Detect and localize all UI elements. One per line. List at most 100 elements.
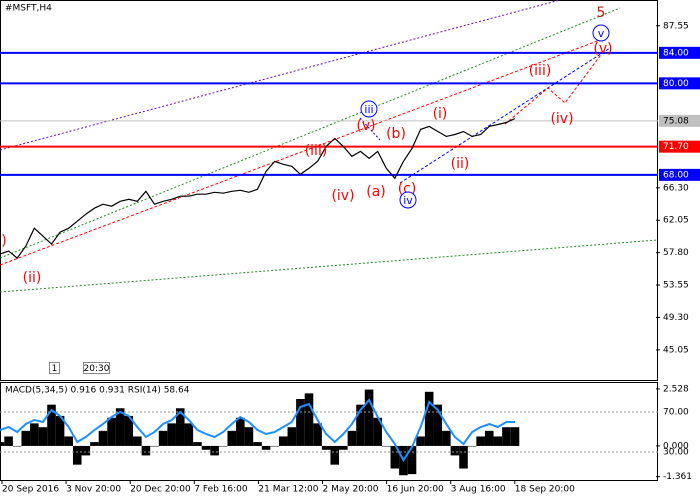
macd-bar: [64, 436, 73, 446]
macd-bar: [0, 442, 5, 446]
macd-bar: [313, 423, 322, 446]
channel-line: [0, 7, 621, 259]
macd-bar: [201, 445, 211, 450]
macd-bar: [81, 445, 91, 456]
macd-bar: [133, 436, 142, 446]
period-button[interactable]: 20:30: [84, 364, 110, 374]
macd-bar: [21, 430, 31, 446]
macd-bar: [278, 436, 288, 446]
macd-bar: [459, 445, 468, 469]
wave-label: (iii): [305, 143, 328, 159]
x-tick-label: 16 Jun 20:00: [387, 485, 444, 495]
macd-bar: [12, 445, 22, 447]
level-label: 71.70: [663, 142, 689, 152]
macd-bar: [244, 427, 254, 446]
level-label-box: [659, 168, 700, 181]
x-tick-label: 21 Mar 12:00: [258, 485, 318, 495]
macd-bar: [98, 430, 108, 446]
macd-bar: [38, 427, 48, 446]
wave-label: (ii): [23, 270, 42, 286]
macd-bar: [356, 404, 365, 446]
level-label: 84.00: [663, 48, 689, 58]
macd-bar: [175, 408, 185, 446]
channel-line: [0, 0, 561, 151]
wave-label: (i): [433, 106, 448, 122]
macd-bar: [167, 423, 176, 446]
macd-bar: [330, 445, 340, 465]
wave-label: iii: [364, 103, 373, 116]
wave-circle: [399, 191, 417, 209]
y-tick-label: 66.30: [663, 183, 689, 193]
macd-bar: [150, 445, 159, 447]
wave-circle: [592, 24, 610, 42]
macd-bar: [442, 430, 451, 446]
macd-tick-label: 2.528: [663, 384, 689, 394]
macd-bar: [30, 423, 39, 446]
rsi-line: [0, 398, 515, 462]
trend-lines: [0, 0, 658, 293]
level-label: 75.08: [663, 116, 689, 126]
wave-label: (b): [386, 126, 406, 142]
forecast-line: [504, 51, 604, 125]
x-tick-label: 20 Sep 2016: [2, 485, 59, 495]
macd-bar: [287, 427, 297, 446]
macd-bar: [510, 427, 520, 446]
macd-bar: [210, 445, 219, 456]
macd-bar: [433, 404, 443, 446]
macd-bar: [72, 445, 82, 465]
macd-bar: [141, 445, 151, 456]
y-tick-label: 53.55: [663, 281, 689, 291]
wave-label: (iv): [550, 111, 573, 127]
macd-bar: [364, 389, 374, 446]
macd-bar: [218, 445, 228, 447]
macd-bar: [227, 430, 237, 446]
y-tick-label: 49.30: [663, 313, 689, 323]
macd-bar: [4, 436, 13, 446]
level-label-box: [659, 140, 700, 153]
wave-label: 5: [597, 5, 606, 21]
wave-label: (iii): [529, 63, 552, 79]
channel-line: [0, 39, 601, 266]
x-tick-label: 7 Feb 16:00: [194, 485, 248, 495]
level-label-box: [659, 114, 700, 127]
price-line: [0, 117, 516, 259]
period-button[interactable]: 1: [52, 364, 58, 374]
macd-bar: [55, 415, 65, 446]
macd-bar: [193, 442, 202, 446]
macd-tick-label: -1.361: [663, 472, 692, 482]
channel-line: [0, 239, 658, 293]
macd-bar: [424, 391, 434, 446]
y-tick-label: 62.05: [663, 216, 689, 226]
x-tick-label: 2 May 20:00: [323, 485, 379, 495]
macd-bar: [158, 430, 168, 446]
y-tick-label: 45.05: [663, 345, 689, 355]
wave-label: (v): [593, 41, 612, 57]
period-buttons: 1 20:30: [49, 362, 110, 374]
macd-tick-label: 0.000: [663, 441, 689, 451]
wave-circle: [360, 100, 378, 118]
wave-line: [359, 117, 381, 141]
level-label-box: [659, 46, 700, 59]
macd-bar: [373, 417, 382, 446]
wave-label: ): [1, 233, 6, 249]
macd-bar: [124, 415, 134, 446]
level-label-box: [659, 77, 700, 90]
macd-bar: [107, 417, 116, 446]
rsi-tick-label: 30.00: [663, 448, 689, 458]
macd-bar: [450, 445, 460, 456]
y-tick-label: 57.80: [663, 248, 689, 258]
macd-bar: [390, 445, 400, 469]
chart-title: #MSFT,H4: [5, 4, 52, 14]
macd-bar: [261, 445, 271, 450]
button-box: [83, 362, 110, 374]
level-label: 68.00: [663, 170, 689, 180]
macd-bar: [381, 445, 391, 447]
macd-bar: [270, 445, 279, 447]
x-tick-label: 3 Aug 16:00: [451, 485, 506, 495]
wave-label: (ii): [451, 156, 470, 172]
wave-label: (v): [356, 118, 375, 134]
button-box: [49, 362, 60, 374]
macd-bar: [236, 417, 245, 446]
macd-bar: [339, 445, 348, 450]
